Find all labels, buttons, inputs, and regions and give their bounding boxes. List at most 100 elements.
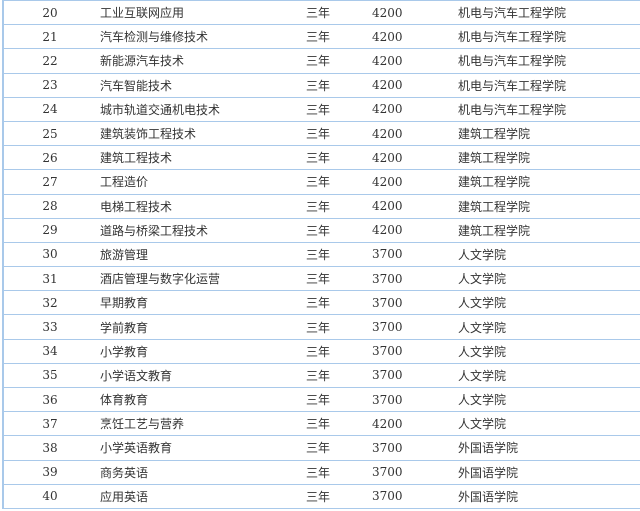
duration: 三年 <box>306 169 372 195</box>
table-row: 28 电梯工程技术 三年 4200 建筑工程学院 <box>2 193 640 219</box>
duration: 三年 <box>306 24 372 50</box>
major-name: 工业互联网应用 <box>98 0 306 26</box>
tuition-fee: 4200 <box>372 169 458 195</box>
row-number: 27 <box>2 169 98 195</box>
college: 机电与汽车工程学院 <box>458 48 640 74</box>
college: 外国语学院 <box>458 483 640 509</box>
row-number: 39 <box>2 459 98 485</box>
college: 外国语学院 <box>458 435 640 461</box>
major-name: 酒店管理与数字化运营 <box>98 266 306 292</box>
major-name: 城市轨道交通机电技术 <box>98 96 306 122</box>
row-number: 33 <box>2 314 98 340</box>
duration: 三年 <box>306 386 372 413</box>
duration: 三年 <box>306 314 372 340</box>
table-row: 37 烹饪工艺与营养 三年 4200 人文学院 <box>2 411 640 437</box>
college: 机电与汽车工程学院 <box>458 0 640 26</box>
major-name: 小学语文教育 <box>98 362 306 389</box>
college: 建筑工程学院 <box>458 193 640 219</box>
table-row: 31 酒店管理与数字化运营 三年 3700 人文学院 <box>2 266 640 292</box>
major-name: 小学教育 <box>98 338 306 364</box>
duration: 三年 <box>306 241 372 268</box>
college: 人文学院 <box>458 411 640 437</box>
row-number: 25 <box>2 120 98 147</box>
row-number: 32 <box>2 290 98 316</box>
table-row: 30 旅游管理 三年 3700 人文学院 <box>2 241 640 268</box>
table-row: 36 体育教育 三年 3700 人文学院 <box>2 386 640 413</box>
tuition-fee: 4200 <box>372 145 458 171</box>
table-row: 22 新能源汽车技术 三年 4200 机电与汽车工程学院 <box>2 48 640 74</box>
duration: 三年 <box>306 435 372 461</box>
major-name: 工程造价 <box>98 169 306 195</box>
duration: 三年 <box>306 411 372 437</box>
college: 人文学院 <box>458 338 640 364</box>
tuition-fee: 3700 <box>372 290 458 316</box>
duration: 三年 <box>306 217 372 243</box>
major-name: 电梯工程技术 <box>98 193 306 219</box>
college: 人文学院 <box>458 290 640 316</box>
row-number: 31 <box>2 266 98 292</box>
college: 建筑工程学院 <box>458 120 640 147</box>
tuition-fee: 3700 <box>372 314 458 340</box>
duration: 三年 <box>306 338 372 364</box>
duration: 三年 <box>306 266 372 292</box>
row-number: 36 <box>2 386 98 413</box>
duration: 三年 <box>306 96 372 122</box>
table-row: 38 小学英语教育 三年 3700 外国语学院 <box>2 435 640 461</box>
row-number: 35 <box>2 362 98 389</box>
table-row: 25 建筑装饰工程技术 三年 4200 建筑工程学院 <box>2 120 640 147</box>
row-number: 20 <box>2 0 98 26</box>
college: 建筑工程学院 <box>458 169 640 195</box>
row-number: 23 <box>2 72 98 98</box>
row-number: 40 <box>2 483 98 509</box>
row-number: 37 <box>2 411 98 437</box>
duration: 三年 <box>306 48 372 74</box>
major-name: 应用英语 <box>98 483 306 509</box>
major-name: 早期教育 <box>98 290 306 316</box>
duration: 三年 <box>306 120 372 147</box>
tuition-fee: 3700 <box>372 459 458 485</box>
tuition-fee: 4200 <box>372 217 458 243</box>
table-row: 26 建筑工程技术 三年 4200 建筑工程学院 <box>2 145 640 171</box>
row-number: 38 <box>2 435 98 461</box>
major-name: 道路与桥梁工程技术 <box>98 217 306 243</box>
major-name: 烹饪工艺与营养 <box>98 411 306 437</box>
table-row: 21 汽车检测与维修技术 三年 4200 机电与汽车工程学院 <box>2 24 640 50</box>
college: 机电与汽车工程学院 <box>458 72 640 98</box>
tuition-fee: 4200 <box>372 120 458 147</box>
tuition-fee: 4200 <box>372 24 458 50</box>
tuition-fee: 4200 <box>372 411 458 437</box>
table-row: 34 小学教育 三年 3700 人文学院 <box>2 338 640 364</box>
tuition-fee: 4200 <box>372 0 458 26</box>
college: 建筑工程学院 <box>458 217 640 243</box>
table-row: 23 汽车智能技术 三年 4200 机电与汽车工程学院 <box>2 72 640 98</box>
row-number: 30 <box>2 241 98 268</box>
row-number: 22 <box>2 48 98 74</box>
major-name: 体育教育 <box>98 386 306 413</box>
duration: 三年 <box>306 193 372 219</box>
duration: 三年 <box>306 362 372 389</box>
tuition-fee: 4200 <box>372 72 458 98</box>
major-name: 学前教育 <box>98 314 306 340</box>
row-number: 26 <box>2 145 98 171</box>
row-number: 29 <box>2 217 98 243</box>
major-name: 建筑工程技术 <box>98 145 306 171</box>
college: 人文学院 <box>458 386 640 413</box>
table-row: 35 小学语文教育 三年 3700 人文学院 <box>2 362 640 389</box>
tuition-fee: 3700 <box>372 338 458 364</box>
row-number: 24 <box>2 96 98 122</box>
duration: 三年 <box>306 0 372 26</box>
row-number: 34 <box>2 338 98 364</box>
tuition-fee: 3700 <box>372 241 458 268</box>
college: 机电与汽车工程学院 <box>458 24 640 50</box>
tuition-fee: 4200 <box>372 48 458 74</box>
college: 外国语学院 <box>458 459 640 485</box>
table-row: 39 商务英语 三年 3700 外国语学院 <box>2 459 640 485</box>
major-name: 商务英语 <box>98 459 306 485</box>
row-number: 21 <box>2 24 98 50</box>
tuition-fee: 3700 <box>372 483 458 509</box>
college: 人文学院 <box>458 314 640 340</box>
duration: 三年 <box>306 459 372 485</box>
table-row: 27 工程造价 三年 4200 建筑工程学院 <box>2 169 640 195</box>
table-row: 24 城市轨道交通机电技术 三年 4200 机电与汽车工程学院 <box>2 96 640 122</box>
tuition-fee: 4200 <box>372 193 458 219</box>
